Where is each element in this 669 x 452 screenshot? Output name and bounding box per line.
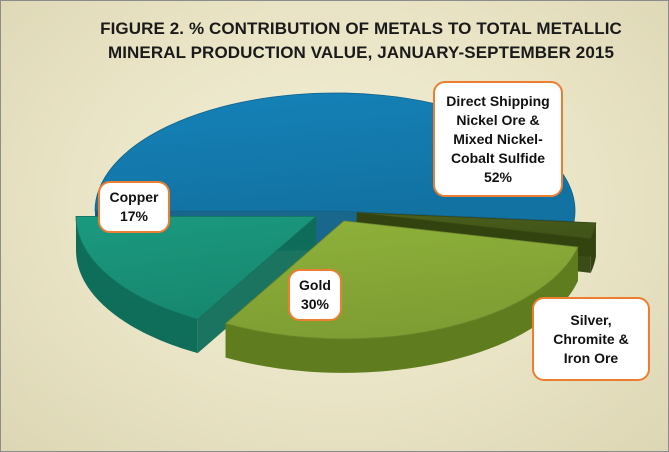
data-label-gold-value: 30% (300, 296, 330, 312)
chart-title: FIGURE 2. % CONTRIBUTION OF METALS TO TO… (61, 17, 661, 65)
data-label-nickel-line-2: Nickel Ore & (456, 111, 540, 128)
pie-cut-face-copper-0 (197, 216, 316, 354)
data-label-silver-line-3: Iron Ore (563, 349, 619, 366)
pie-side-copper (75, 216, 198, 354)
data-label-copper: Copper 17% (98, 181, 170, 233)
data-label-nickel-line-4: Cobalt Sulfide (450, 149, 546, 166)
data-label-gold-line-1: Gold (299, 277, 331, 293)
chart-title-line-1: FIGURE 2. % CONTRIBUTION OF METALS TO TO… (100, 19, 622, 38)
data-label-nickel-value: 52% (483, 168, 513, 185)
pie-side-gold (225, 247, 578, 373)
pie-slice-copper (75, 216, 318, 320)
data-label-silver-line-2: Chromite & (553, 330, 629, 347)
data-label-silver: Silver, Chromite & Iron Ore (532, 297, 650, 381)
data-label-nickel: Direct Shipping Nickel Ore & Mixed Nicke… (433, 81, 563, 197)
data-label-nickel-line-1: Direct Shipping (446, 92, 550, 109)
pie-slice-silver (356, 212, 597, 240)
data-label-silver-line-1: Silver, (570, 311, 612, 328)
data-label-copper-line-1: Copper (109, 189, 159, 205)
chart-title-line-2: MINERAL PRODUCTION VALUE, JANUARY-SEPTEM… (107, 43, 615, 62)
data-label-gold: Gold 30% (288, 269, 342, 321)
data-label-nickel-line-3: Mixed Nickel- (453, 130, 543, 147)
data-label-copper-value: 17% (119, 208, 149, 224)
